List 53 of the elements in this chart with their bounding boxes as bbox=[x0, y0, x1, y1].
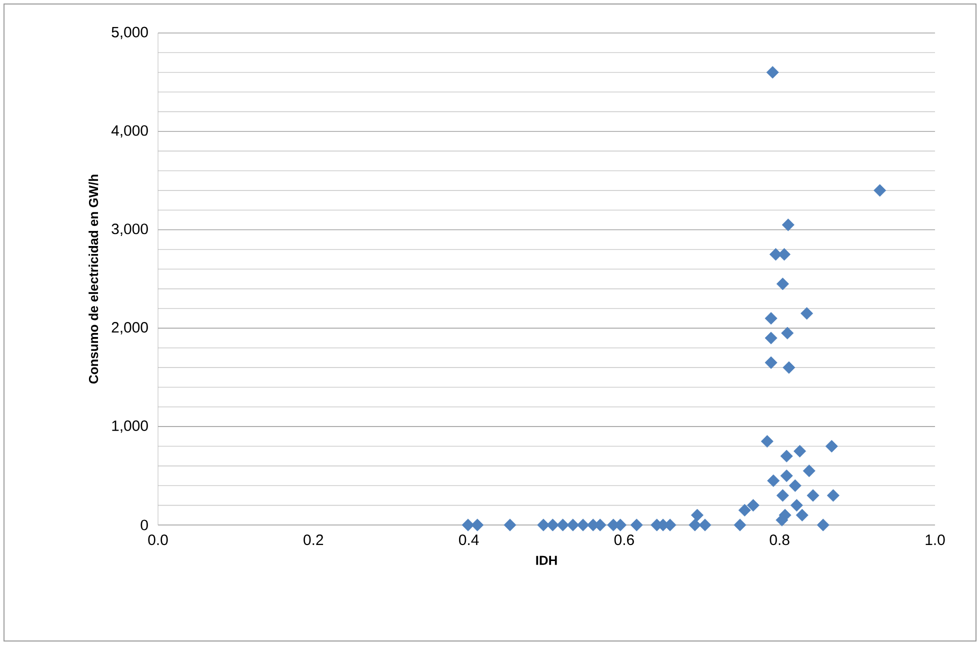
point bbox=[806, 489, 820, 502]
point bbox=[566, 518, 580, 532]
x-tick-label: 0.2 bbox=[304, 534, 324, 546]
point bbox=[764, 332, 778, 344]
point bbox=[790, 499, 803, 512]
x-tick-label: 1.0 bbox=[926, 534, 945, 546]
point bbox=[874, 184, 886, 197]
point bbox=[734, 518, 746, 532]
x-tick-label: 0.8 bbox=[770, 534, 790, 546]
y-tick-label: 0 bbox=[140, 520, 148, 530]
point bbox=[504, 518, 516, 532]
point bbox=[796, 508, 808, 522]
point bbox=[698, 518, 712, 532]
point bbox=[767, 474, 780, 487]
point bbox=[794, 444, 806, 458]
x-tick-label: 0.0 bbox=[148, 534, 168, 546]
point bbox=[766, 66, 779, 79]
point bbox=[782, 361, 796, 374]
point bbox=[780, 470, 793, 482]
point bbox=[688, 518, 702, 532]
point bbox=[556, 518, 570, 532]
point bbox=[781, 326, 794, 340]
point bbox=[778, 248, 791, 261]
point bbox=[782, 218, 794, 232]
point bbox=[746, 499, 760, 512]
y-tick-label: 4,000 bbox=[111, 125, 148, 138]
point bbox=[802, 464, 816, 478]
point bbox=[471, 518, 484, 532]
point bbox=[764, 356, 778, 369]
point bbox=[780, 450, 793, 462]
y-tick-label: 3,000 bbox=[112, 224, 148, 236]
point bbox=[816, 518, 830, 532]
point bbox=[576, 518, 590, 532]
x-tick-label: 0.4 bbox=[459, 534, 479, 546]
y-tick-label: 1,000 bbox=[112, 420, 148, 433]
point bbox=[764, 312, 778, 325]
point bbox=[826, 489, 840, 502]
x-axis-title: IDH bbox=[536, 556, 557, 565]
point bbox=[825, 440, 838, 453]
point bbox=[738, 504, 751, 517]
point bbox=[630, 518, 643, 532]
point bbox=[760, 435, 774, 448]
y-tick-label: 2,000 bbox=[112, 322, 148, 334]
point bbox=[546, 518, 560, 532]
point bbox=[800, 307, 814, 320]
point bbox=[690, 508, 704, 522]
point bbox=[776, 489, 789, 502]
point bbox=[462, 518, 474, 532]
point bbox=[788, 479, 802, 492]
x-tick-label: 0.6 bbox=[614, 534, 634, 546]
y-tick-label: 5,000 bbox=[112, 26, 148, 40]
y-axis-title: Consumo de electricidad en GW/h bbox=[88, 174, 98, 384]
point bbox=[776, 278, 789, 290]
